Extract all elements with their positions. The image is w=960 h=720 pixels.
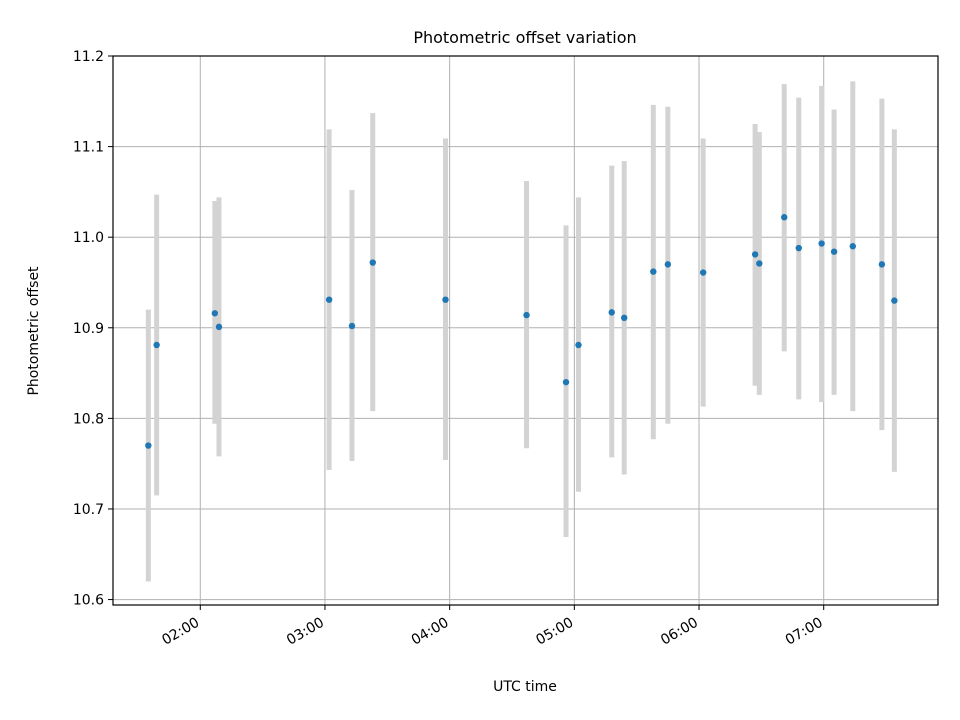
data-points xyxy=(145,214,898,449)
data-point xyxy=(325,296,333,303)
x-tick-label: 06:00 xyxy=(658,615,701,649)
y-axis-ticks: 10.6 10.7 10.8 10.9 11.0 11.1 11.2 xyxy=(73,49,113,609)
x-tick-label: 03:00 xyxy=(284,615,327,649)
data-point xyxy=(153,341,160,349)
data-point xyxy=(575,341,582,349)
y-tick-label: 11.0 xyxy=(73,230,104,246)
plot-frame xyxy=(112,55,939,606)
data-point xyxy=(523,311,530,319)
x-tick-label: 05:00 xyxy=(533,615,576,649)
data-point xyxy=(756,260,763,267)
x-tick-label: 02:00 xyxy=(159,615,202,649)
data-point xyxy=(664,261,672,268)
data-point xyxy=(348,322,356,330)
data-point xyxy=(849,243,856,250)
data-point xyxy=(145,442,152,449)
data-point xyxy=(878,261,886,268)
data-point xyxy=(830,248,838,255)
data-point xyxy=(215,323,223,331)
data-point xyxy=(818,240,825,247)
y-tick-label: 11.1 xyxy=(73,140,104,156)
y-tick-label: 10.8 xyxy=(73,411,104,427)
y-tick-label: 10.7 xyxy=(73,502,104,518)
y-axis-label: Photometric offset xyxy=(26,266,42,396)
data-point xyxy=(891,297,898,304)
chart-title: Photometric offset variation xyxy=(413,28,636,47)
x-tick-label: 07:00 xyxy=(783,615,826,649)
y-tick-label: 11.2 xyxy=(73,49,104,65)
data-point xyxy=(442,296,449,303)
data-point xyxy=(781,214,788,221)
data-point xyxy=(699,269,707,276)
y-tick-label: 10.6 xyxy=(73,593,104,609)
x-axis-label: UTC time xyxy=(493,679,557,695)
data-point xyxy=(608,309,615,316)
data-point xyxy=(369,259,376,266)
x-tick-label: 04:00 xyxy=(409,615,452,649)
data-point xyxy=(211,310,219,317)
data-point xyxy=(795,244,802,252)
data-point xyxy=(621,314,628,322)
y-tick-label: 10.9 xyxy=(73,321,104,337)
data-point xyxy=(650,268,657,275)
data-point xyxy=(562,378,570,386)
error-bars xyxy=(145,81,897,582)
data-point xyxy=(751,251,759,258)
x-axis-ticks: 02:00 03:00 04:00 05:00 06:00 07:00 xyxy=(159,605,826,649)
